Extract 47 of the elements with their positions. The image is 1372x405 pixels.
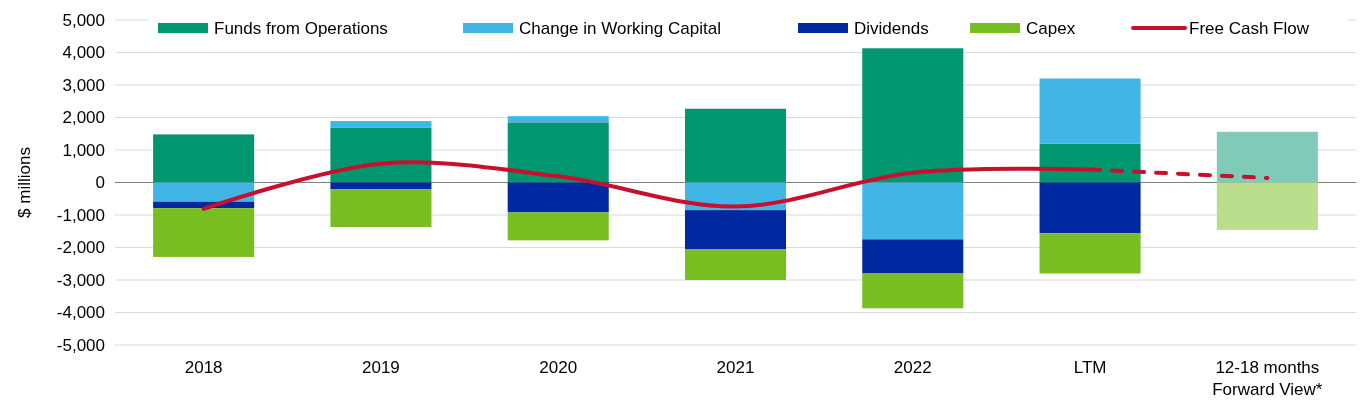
x-tick-label: 2020 <box>539 358 578 377</box>
bar <box>684 108 787 183</box>
y-tick-label: 5,000 <box>62 10 105 30</box>
bar <box>153 208 255 257</box>
bar <box>1216 131 1318 183</box>
y-tick-label: -5,000 <box>56 335 105 355</box>
bar <box>1039 233 1141 274</box>
y-tick-label: 4,000 <box>62 43 105 63</box>
bar <box>1216 182 1318 230</box>
x-tick-label: 2022 <box>893 358 932 377</box>
bar <box>862 182 964 240</box>
bar <box>1039 182 1141 234</box>
legend-label: Funds from Operations <box>214 18 388 38</box>
y-tick-label: 1,000 <box>62 140 105 160</box>
bar <box>507 122 609 183</box>
bar <box>330 121 432 128</box>
bar <box>330 189 432 228</box>
bar <box>507 182 609 213</box>
bar <box>153 134 255 183</box>
bar <box>684 249 787 280</box>
y-tick-label: 0 <box>95 173 105 193</box>
bar <box>1039 143 1141 183</box>
bar <box>507 116 609 123</box>
x-tick-label: 2021 <box>716 358 755 377</box>
y-tick-label: 3,000 <box>62 75 105 95</box>
x-tick-label: LTM <box>1073 358 1107 377</box>
bar <box>862 239 964 274</box>
bar <box>1039 78 1141 144</box>
x-tick-label: 12-18 months Forward View* <box>1212 358 1323 399</box>
x-tick-label: 2019 <box>362 358 400 377</box>
legend-label: Capex <box>1026 18 1076 38</box>
y-tick-label: -2,000 <box>56 238 105 258</box>
bar <box>862 48 964 183</box>
x-tick-label: 2018 <box>184 358 223 377</box>
legend-label: Free Cash Flow <box>1189 18 1310 38</box>
bar <box>330 127 432 183</box>
bar <box>684 210 787 250</box>
y-tick-label: -1,000 <box>56 205 105 225</box>
legend-label: Change in Working Capital <box>519 18 721 38</box>
bar <box>507 212 609 241</box>
y-axis-title: $ millions <box>14 147 34 218</box>
y-tick-label: 2,000 <box>62 108 105 128</box>
bar <box>862 273 964 309</box>
y-tick-label: -3,000 <box>56 270 105 290</box>
y-tick-label: -4,000 <box>56 303 105 323</box>
bar <box>153 182 255 202</box>
legend-label: Dividends <box>854 18 929 38</box>
